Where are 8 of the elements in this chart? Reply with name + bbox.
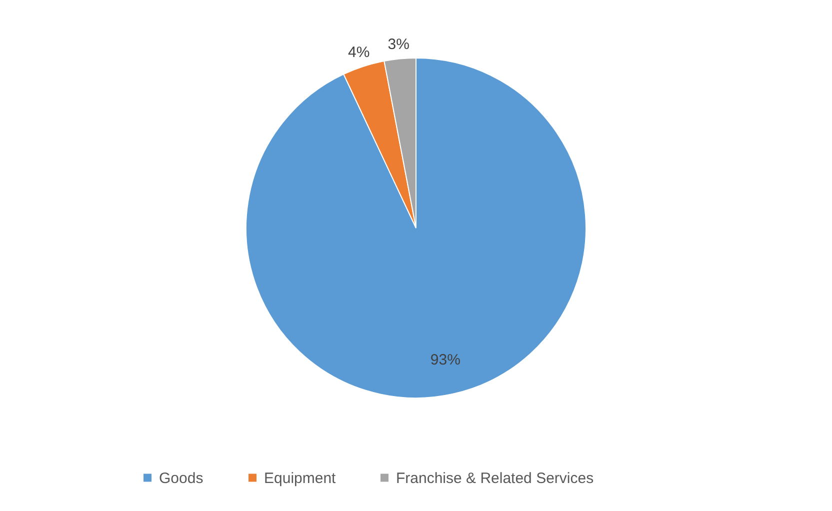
legend-label: Franchise & Related Services	[396, 470, 594, 487]
data-label: 93%	[430, 352, 460, 369]
legend-label: Goods	[159, 470, 204, 487]
pie-slice	[246, 58, 586, 398]
data-label: 4%	[348, 44, 370, 62]
data-label: 3%	[388, 36, 410, 53]
pie-slice	[343, 60, 416, 228]
legend-label: Equipment	[264, 470, 337, 487]
